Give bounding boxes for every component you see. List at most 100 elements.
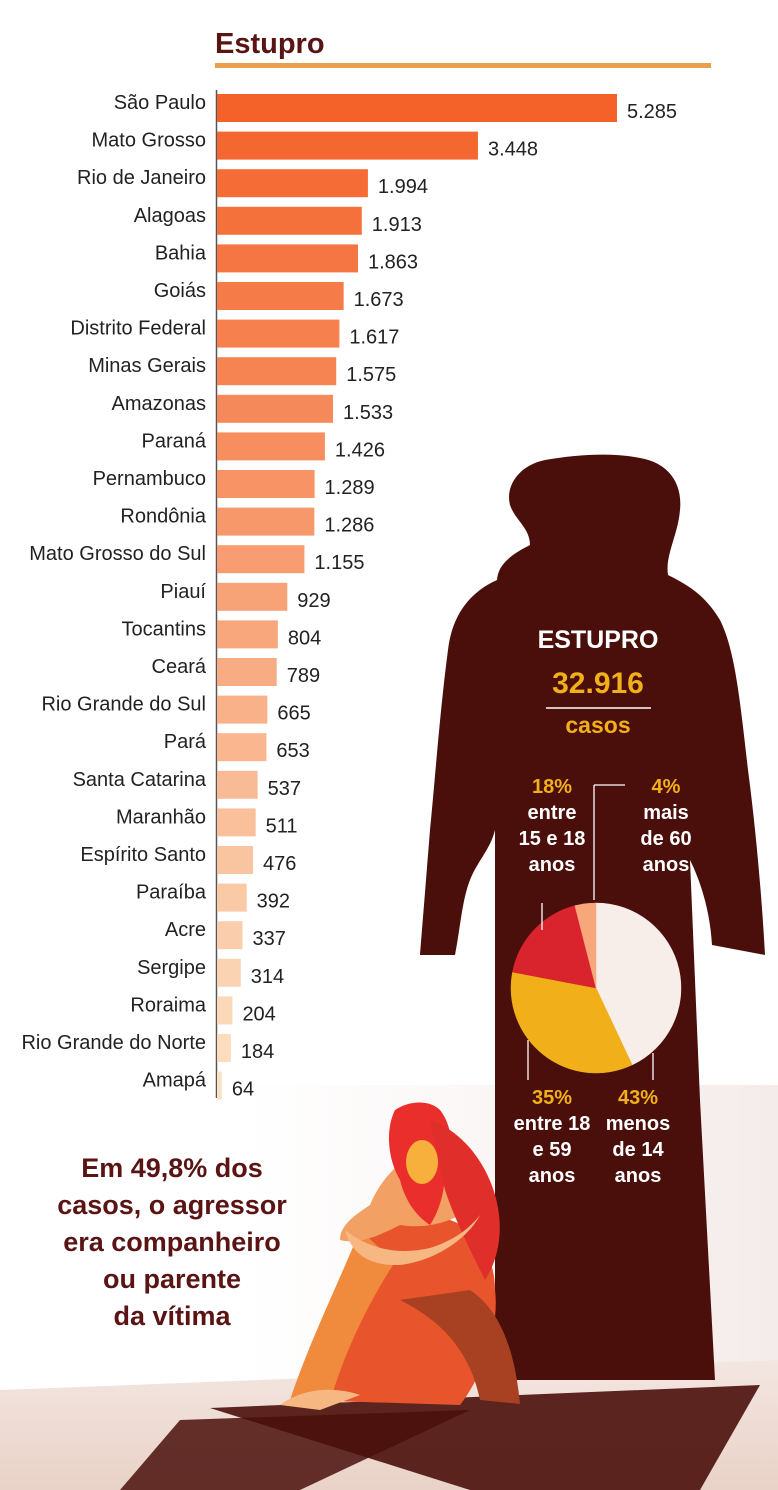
note-line: da vítima (113, 1301, 231, 1331)
bar-value-label: 3.448 (488, 139, 538, 161)
bar-category-label: Pará (164, 731, 207, 753)
bar-value-label: 1.533 (343, 402, 393, 424)
bar-9 (217, 394, 334, 423)
bar-category-label: Ceará (152, 656, 207, 678)
bar-value-label: 804 (288, 627, 321, 649)
note-line: era companheiro (63, 1227, 281, 1257)
bar-value-label: 1.863 (368, 251, 418, 273)
pie-category-label: anos (529, 1165, 576, 1187)
bar-category-label: Espírito Santo (80, 844, 206, 866)
bar-category-label: Amapá (143, 1070, 207, 1092)
bar-value-label: 1.426 (335, 439, 385, 461)
pie-category-label: anos (529, 854, 576, 876)
bar-4 (217, 206, 362, 235)
bar-value-label: 64 (232, 1079, 254, 1101)
bar-category-label: Mato Grosso (92, 130, 206, 152)
bar-category-label: Santa Catarina (73, 769, 207, 791)
pie-percent-label: 18% (532, 776, 572, 798)
pie-category-label: de 14 (612, 1139, 664, 1161)
note-line: ou parente (103, 1264, 241, 1294)
bar-27 (217, 1071, 222, 1100)
chart-title: Estupro (215, 28, 325, 60)
bar-26 (217, 1034, 231, 1062)
bar-category-label: Bahia (155, 242, 207, 264)
bar-18 (217, 733, 267, 762)
title-rule (215, 63, 711, 68)
bar-5 (217, 244, 359, 273)
bar-10 (217, 432, 325, 461)
bar-category-label: Roraima (130, 994, 206, 1016)
bar-value-label: 665 (277, 703, 310, 725)
bar-category-label: Goiás (154, 280, 206, 302)
pie-category-label: de 60 (640, 828, 691, 850)
bar-category-label: São Paulo (114, 92, 206, 114)
bar-category-label: Distrito Federal (70, 318, 206, 340)
bar-value-label: 1.155 (314, 552, 364, 574)
bar-value-label: 314 (251, 966, 284, 988)
bar-11 (217, 470, 315, 498)
pie-slice-1 (595, 902, 682, 1066)
bar-17 (217, 695, 268, 724)
pie-labels: 43% menos de 14 anos 35% entre 18 e 59 anos 18% e… (514, 776, 692, 1187)
bar-value-label: 1.913 (372, 214, 422, 236)
bar-category-label: Rio de Janeiro (77, 167, 206, 189)
bar-value-label: 653 (276, 740, 309, 762)
pie-category-label: mais (643, 802, 689, 824)
pie-category-label: entre 18 (514, 1113, 591, 1135)
bar-14 (217, 582, 288, 611)
bar-category-label: Alagoas (134, 205, 206, 227)
summary-unit: casos (565, 712, 630, 738)
pie-category-label: e 59 (533, 1139, 572, 1161)
bar-19 (217, 770, 258, 799)
bar-13 (217, 545, 305, 574)
bar-6 (217, 282, 344, 310)
bar-category-label: Piauí (160, 581, 206, 603)
pie-category-label: anos (643, 854, 690, 876)
bar-8 (217, 357, 337, 386)
bar-21 (217, 846, 254, 874)
bar-7 (217, 319, 340, 348)
pie-category-label: entre (528, 802, 577, 824)
note-text: Em 49,8% dos casos, o agressor era companh… (57, 1153, 287, 1331)
bar-category-label: Minas Gerais (88, 355, 206, 377)
bar-series: São Paulo 5.285 Mato Grosso 3.448 Rio de Jan… (21, 92, 677, 1101)
bar-category-label: Paraná (142, 430, 207, 452)
bar-23 (217, 921, 243, 950)
note-line: Em 49,8% dos (81, 1153, 263, 1183)
floor-shadow-2 (120, 1410, 470, 1490)
summary-total: 32.916 (552, 667, 644, 700)
bar-value-label: 1.617 (349, 327, 399, 349)
bar-12 (217, 507, 315, 536)
bar-3 (217, 169, 368, 198)
bar-value-label: 537 (268, 778, 301, 800)
bar-value-label: 204 (242, 1003, 275, 1025)
pie-slice-4 (574, 902, 597, 989)
bar-value-label: 1.673 (354, 289, 404, 311)
bar-category-label: Acre (165, 919, 206, 941)
bar-2 (217, 131, 478, 160)
summary-title: ESTUPRO (538, 626, 659, 654)
bar-value-label: 392 (257, 891, 290, 913)
bar-16 (217, 658, 277, 686)
pie-percent-label: 35% (532, 1087, 572, 1109)
bar-category-label: Maranhão (116, 806, 206, 828)
bar-value-label: 789 (287, 665, 320, 687)
pie-percent-label: 43% (618, 1087, 658, 1109)
bar-25 (217, 996, 233, 1025)
pie-category-label: anos (615, 1165, 662, 1187)
bar-category-label: Rio Grande do Sul (41, 694, 206, 716)
bar-value-label: 1.289 (325, 477, 375, 499)
bar-category-label: Mato Grosso do Sul (29, 543, 206, 565)
bar-category-label: Sergipe (137, 957, 206, 979)
victim-illustration (280, 1102, 520, 1410)
bar-value-label: 476 (263, 853, 296, 875)
floor-shadow (210, 1385, 760, 1490)
note-line: casos, o agressor (57, 1190, 287, 1220)
pie-slice-2 (510, 971, 633, 1074)
bar-value-label: 511 (266, 815, 298, 837)
bar-value-label: 1.575 (346, 364, 396, 386)
bar-value-label: 1.286 (324, 515, 374, 537)
bar-15 (217, 620, 278, 649)
